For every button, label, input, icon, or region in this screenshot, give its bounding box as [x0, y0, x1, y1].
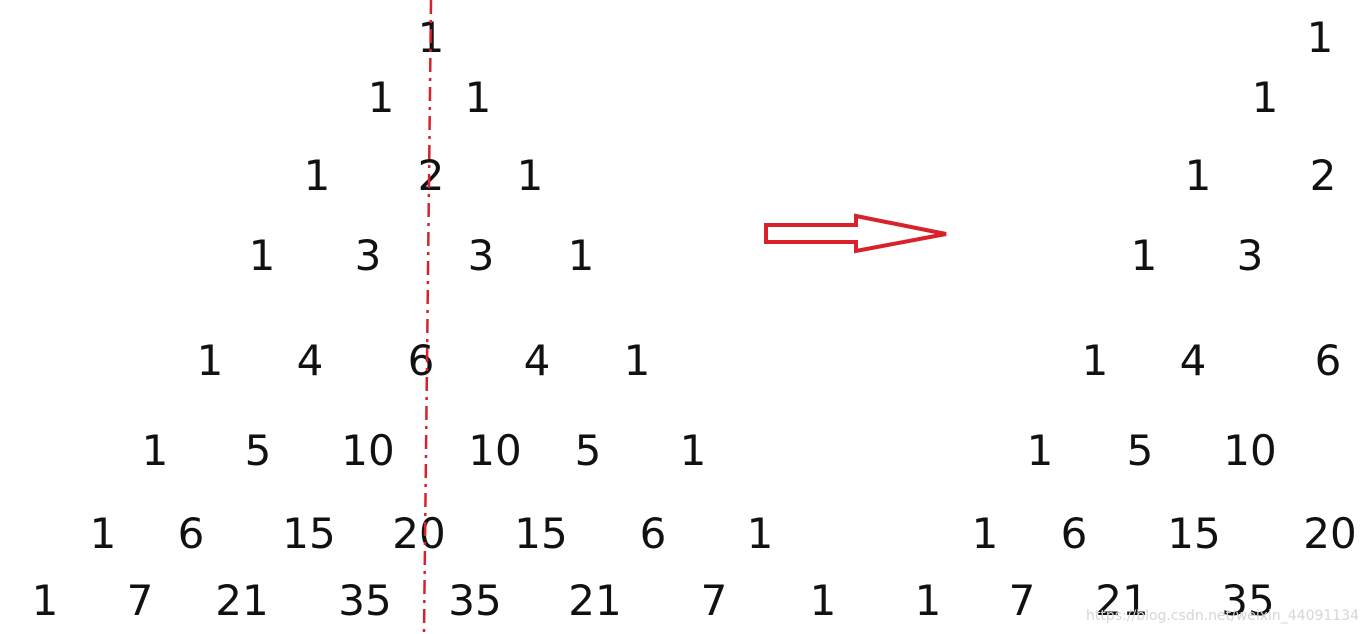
right-number-r6-c1: 1 [1027, 426, 1054, 475]
left-number-r4-c3: 3 [468, 231, 495, 280]
left-number-r6-c4: 10 [468, 426, 521, 475]
left-full-triangle: 11 11 2 11 3 3 11 4 6 4 11 5 10 10 5 11 6 15 20 15 6 11 7 21 35 3… [32, 13, 837, 625]
left-number-r8-c4: 35 [338, 576, 391, 625]
left-number-r6-c2: 5 [245, 426, 272, 475]
left-number-r7-c3: 15 [282, 509, 335, 558]
right-number-r8-c3: 21 [1095, 576, 1148, 625]
left-number-r6-c6: 1 [680, 426, 707, 475]
right-number-r2-c1: 1 [1252, 73, 1279, 122]
left-number-r6-c3: 10 [341, 426, 394, 475]
left-number-r2-c1: 1 [368, 73, 395, 122]
right-number-r6-c2: 5 [1127, 426, 1154, 475]
right-half-triangle: 111 21 31 4 61 5 101 6 15 201 7 21 35 [915, 13, 1357, 625]
left-number-r2-c2: 1 [465, 73, 492, 122]
left-number-r8-c7: 7 [701, 576, 728, 625]
left-number-r3-c2: 2 [418, 151, 445, 200]
right-number-r8-c1: 1 [915, 576, 942, 625]
right-number-r5-c3: 6 [1315, 336, 1342, 385]
left-number-r7-c7: 1 [747, 509, 774, 558]
right-number-r3-c2: 2 [1310, 151, 1337, 200]
left-number-r8-c3: 21 [215, 576, 268, 625]
left-number-r7-c1: 1 [90, 509, 117, 558]
right-arrow-icon [764, 213, 947, 254]
right-number-r7-c1: 1 [972, 509, 999, 558]
right-number-r5-c1: 1 [1082, 336, 1109, 385]
left-number-r3-c1: 1 [304, 151, 331, 200]
left-number-r7-c4: 20 [392, 509, 445, 558]
left-number-r7-c6: 6 [640, 509, 667, 558]
watermark: https://blog.csdn.net/weixin_44091134 [1086, 608, 1359, 624]
left-number-r8-c6: 21 [568, 576, 621, 625]
left-number-r8-c8: 1 [810, 576, 837, 625]
right-number-r6-c3: 10 [1223, 426, 1276, 475]
left-number-r6-c5: 5 [575, 426, 602, 475]
left-number-r4-c1: 1 [249, 231, 276, 280]
right-number-r4-c1: 1 [1131, 231, 1158, 280]
left-number-r4-c4: 1 [568, 231, 595, 280]
right-number-r5-c2: 4 [1180, 336, 1207, 385]
right-number-r7-c4: 20 [1303, 509, 1356, 558]
right-number-r4-c2: 3 [1237, 231, 1264, 280]
left-number-r5-c5: 1 [624, 336, 651, 385]
left-number-r5-c4: 4 [524, 336, 551, 385]
right-number-r1-c1: 1 [1307, 13, 1334, 62]
left-number-r8-c1: 1 [32, 576, 59, 625]
left-number-r6-c1: 1 [142, 426, 169, 475]
right-number-r3-c1: 1 [1185, 151, 1212, 200]
left-number-r3-c3: 1 [517, 151, 544, 200]
left-number-r5-c3: 6 [408, 336, 435, 385]
left-number-r7-c2: 6 [178, 509, 205, 558]
symmetry-axis-dashed-line [422, 0, 433, 634]
left-number-r7-c5: 15 [514, 509, 567, 558]
left-number-r8-c2: 7 [127, 576, 154, 625]
left-number-r5-c2: 4 [297, 336, 324, 385]
right-number-r8-c4: 35 [1221, 576, 1274, 625]
right-number-r8-c2: 7 [1009, 576, 1036, 625]
left-number-r8-c5: 35 [448, 576, 501, 625]
right-number-r7-c3: 15 [1167, 509, 1220, 558]
left-number-r5-c1: 1 [197, 336, 224, 385]
left-number-r4-c2: 3 [355, 231, 382, 280]
right-number-r7-c2: 6 [1061, 509, 1088, 558]
